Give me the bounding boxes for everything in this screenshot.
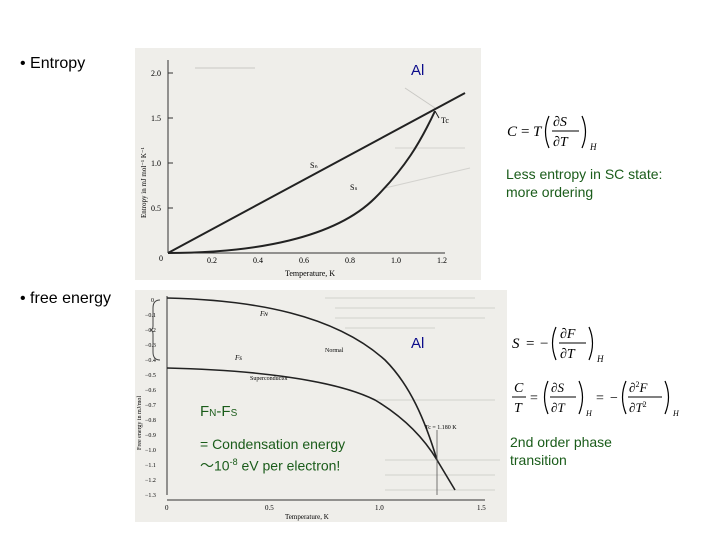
fn-fs-label: FN-FS [200, 403, 238, 420]
fe-ytick: −0.6 [145, 388, 156, 394]
fe-ytick: 0 [151, 298, 154, 304]
fe-ytick: −0.7 [145, 403, 156, 409]
svg-text:H: H [585, 409, 593, 418]
fe-xlabel: Temperature, K [285, 513, 329, 521]
svg-text:∂S: ∂S [553, 115, 567, 130]
svg-text:∂T2: ∂T2 [629, 400, 647, 415]
entropy-xtick: 0.4 [253, 256, 263, 265]
free-energy-plot: 0 −0.1 −0.2 −0.3 −0.4 −0.5 −0.6 −0.7 −0.… [135, 290, 507, 522]
entropy-plot-svg: 2.0 1.5 1.0 0.5 0 0.2 0.4 0.6 0.8 1.0 1.… [140, 60, 471, 278]
entropy-xlabel: Temperature, K [285, 269, 335, 278]
fe-xtick: 0.5 [265, 504, 274, 512]
entropy-ylabel: Entropy in mJ mol⁻¹ K⁻¹ [140, 147, 148, 218]
fe-fs-label: Fs [234, 354, 242, 362]
entropy-normal-curve [167, 92, 466, 254]
fe-ytick: −0.3 [145, 343, 156, 349]
fe-ytick: −1.2 [145, 478, 156, 484]
fe-xtick: 1.5 [477, 504, 486, 512]
fe-tc-label: Tc = 1.180 K [425, 425, 457, 431]
entropy-from-f-formula: S = − ∂F ∂T H [510, 318, 620, 368]
fe-ylabel: Free energy in mJ/mol [137, 396, 143, 450]
svg-text:=: = [521, 124, 529, 140]
heat-capacity-formula-svg: C = T ∂S ∂T H [507, 115, 597, 152]
svg-text:H: H [589, 142, 597, 152]
fe-super-curve [166, 367, 438, 461]
svg-text:S: S [512, 336, 520, 352]
svg-text:H: H [672, 409, 680, 418]
transition-note: 2nd order phase transition [510, 433, 612, 469]
fe-ytick: −1.3 [145, 493, 156, 499]
heat-capacity-formula: C = T ∂S ∂T H [505, 108, 605, 156]
c-over-t-formula: C T = ∂S ∂T H = − ∂2F ∂T2 H [510, 372, 690, 424]
fe-ytick: −1.0 [145, 448, 156, 454]
bullet-entropy: • Entropy [20, 55, 86, 72]
fe-ytick: −1.1 [145, 463, 156, 469]
svg-text:∂T: ∂T [551, 400, 565, 415]
fe-normal-label: Normal [325, 348, 344, 354]
svg-text:−: − [540, 336, 548, 352]
svg-text:∂T: ∂T [553, 135, 569, 150]
entropy-ytick: 1.5 [151, 114, 161, 123]
entropy-note-line2: more ordering [506, 184, 594, 200]
entropy-note: Less entropy in SC state: more ordering [506, 165, 662, 201]
entropy-ytick: 1.0 [151, 159, 161, 168]
entropy-note-line1: Less entropy in SC state: [506, 166, 663, 182]
entropy-normal-label: Sₙ [310, 161, 318, 170]
fe-normal-curve [166, 297, 438, 461]
svg-text:−: − [610, 391, 618, 406]
free-energy-plot-svg: 0 −0.1 −0.2 −0.3 −0.4 −0.5 −0.6 −0.7 −0.… [137, 296, 500, 521]
entropy-xtick: 0.8 [345, 256, 355, 265]
entropy-plot: 2.0 1.5 1.0 0.5 0 0.2 0.4 0.6 0.8 1.0 1.… [135, 48, 481, 280]
condensation-line1: = Condensation energy [200, 436, 346, 452]
svg-text:=: = [530, 391, 538, 406]
entropy-super-label: Sₛ [350, 183, 357, 192]
svg-text:∂F: ∂F [560, 327, 576, 342]
fe-ytick: −0.9 [145, 433, 156, 439]
entropy-al-label: Al [411, 62, 425, 79]
entropy-xtick: 0.2 [207, 256, 217, 265]
svg-text:C: C [514, 381, 524, 396]
entropy-ytick: 0 [159, 254, 163, 263]
svg-text:=: = [526, 336, 534, 352]
bullet-free-energy: • free energy [20, 290, 111, 307]
entropy-xtick: 1.2 [437, 256, 447, 265]
entropy-ytick: 0.5 [151, 204, 161, 213]
entropy-super-curve [167, 110, 436, 254]
fe-xtick: 0 [165, 504, 169, 512]
svg-text:=: = [596, 391, 604, 406]
fe-ytick: −0.8 [145, 418, 156, 424]
transition-line1: 2nd order phase [510, 434, 612, 450]
condensation-note: = Condensation energy ～10-8 eV per elect… [200, 435, 345, 475]
svg-text:T: T [514, 401, 523, 416]
fe-bracket [149, 298, 162, 362]
svg-text:∂S: ∂S [551, 380, 564, 395]
svg-text:H: H [596, 354, 604, 364]
svg-text:∂T: ∂T [560, 347, 576, 362]
svg-text:T: T [533, 124, 543, 140]
fe-ytick: −0.1 [145, 313, 156, 319]
fe-ytick: −0.2 [145, 328, 156, 334]
fe-al-label: Al [411, 335, 425, 352]
svg-text:∂2F: ∂2F [629, 380, 648, 395]
transition-line2: transition [510, 452, 567, 468]
fe-fn-label: Fɴ [259, 310, 268, 318]
condensation-line2: ～10-8 eV per electron! [200, 457, 341, 474]
entropy-xtick: 1.0 [391, 256, 401, 265]
fe-super-label: Superconductor [250, 376, 288, 382]
entropy-tc-label: Tc [441, 116, 449, 125]
fe-ytick: −0.4 [145, 358, 156, 364]
fe-ytick: −0.5 [145, 373, 156, 379]
entropy-xtick: 0.6 [299, 256, 309, 265]
entropy-ytick: 2.0 [151, 69, 161, 78]
svg-text:C: C [507, 124, 518, 140]
fe-xtick: 1.0 [375, 504, 384, 512]
